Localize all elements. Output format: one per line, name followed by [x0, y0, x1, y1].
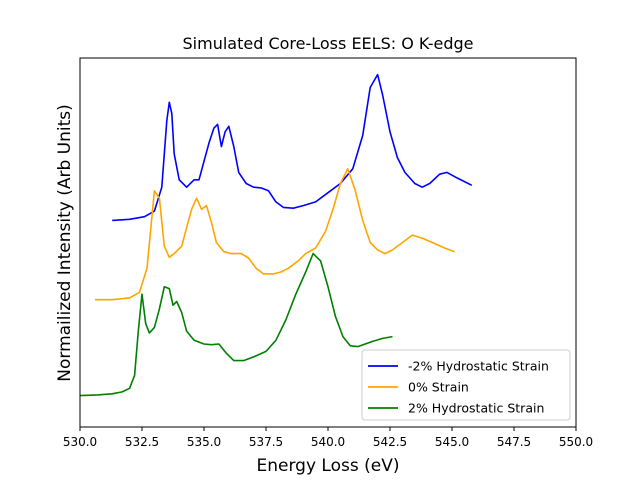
- legend: -2% Hydrostatic Strain 0% Strain 2% Hydros…: [361, 349, 571, 421]
- x-ticks: 530.0 532.5 535.0 537.5 540.0 542.5 545.0 547.5…: [63, 427, 593, 449]
- legend-label-2: 2% Hydrostatic Strain: [408, 401, 544, 416]
- chart-title: Simulated Core-Loss EELS: O K-edge: [183, 34, 474, 53]
- series-line-1: [94, 167, 455, 301]
- y-axis-label: Normailized Intensity (Arb Units): [55, 104, 75, 381]
- x-tick-label-7: 547.5: [497, 435, 531, 449]
- legend-label-1: 0% Strain: [408, 380, 469, 395]
- series-line-0: [112, 73, 473, 222]
- x-tick-label-1: 532.5: [125, 435, 159, 449]
- x-tick-label-0: 530.0: [63, 435, 97, 449]
- x-tick-label-8: 550.0: [559, 435, 593, 449]
- series-line-2: [79, 252, 393, 397]
- x-tick-label-2: 535.0: [187, 435, 221, 449]
- legend-box: [361, 349, 571, 421]
- x-tick-label-5: 542.5: [373, 435, 407, 449]
- x-axis-label: Energy Loss (eV): [257, 456, 400, 476]
- legend-label-0: -2% Hydrostatic Strain: [408, 359, 549, 374]
- series-layer: [79, 73, 473, 397]
- x-tick-label-3: 537.5: [249, 435, 283, 449]
- x-tick-label-6: 545.0: [435, 435, 469, 449]
- x-tick-label-4: 540.0: [311, 435, 345, 449]
